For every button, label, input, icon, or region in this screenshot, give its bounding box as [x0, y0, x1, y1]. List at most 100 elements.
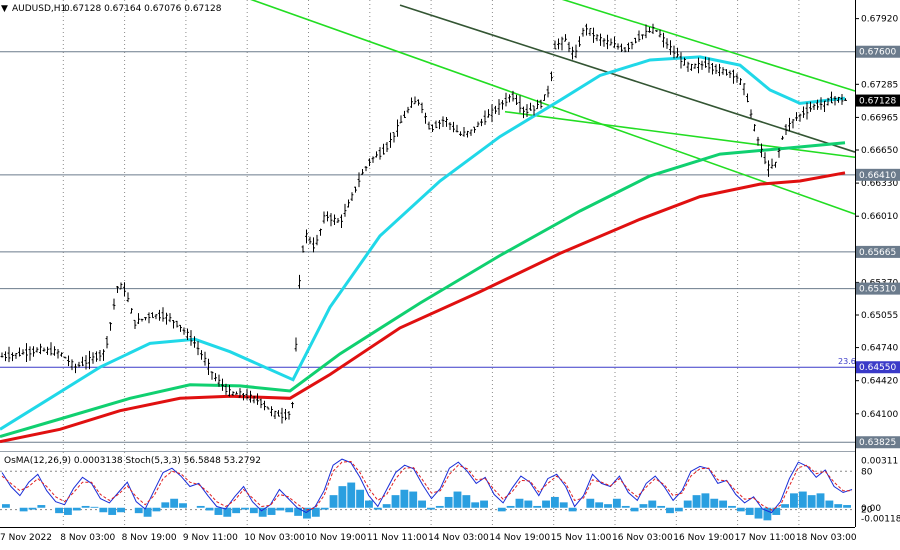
osma-histogram-bar — [373, 507, 382, 510]
price-tick-label: 0.65055 — [861, 311, 898, 321]
osma-histogram-bar — [294, 507, 303, 516]
osma-histogram-bar — [391, 495, 400, 508]
osma-histogram-bar — [736, 507, 745, 512]
osma-histogram-bar — [462, 495, 471, 508]
osma-histogram-bar — [134, 507, 143, 514]
osma-histogram-bar — [586, 498, 595, 508]
osma-histogram-bar — [161, 502, 170, 508]
collapse-arrow-icon[interactable]: ▼ — [1, 4, 8, 14]
price-level-label: 0.65310 — [859, 285, 896, 295]
moving-average-line — [0, 55, 846, 431]
oscillator-title: OsMA(12,26,9) 0.0003138 Stoch(5,3,3) 56.… — [4, 456, 261, 466]
osma-histogram-bar — [542, 500, 550, 508]
osma-histogram-bar — [63, 507, 72, 515]
osma-histogram-bar — [692, 495, 701, 508]
price-level-tag — [856, 45, 900, 58]
time-axis-label: 14 Nov 03:00 — [428, 533, 489, 543]
osma-histogram-bar — [719, 500, 728, 508]
osma-histogram-bar — [19, 507, 28, 512]
osma-histogram-bar — [524, 500, 533, 508]
oscillator-tick-label: 20 — [861, 506, 873, 516]
osma-histogram-bar — [825, 500, 834, 508]
osma-histogram-bar — [816, 493, 825, 508]
time-axis-label: 18 Nov 03:00 — [796, 533, 857, 543]
osma-histogram-bar — [834, 504, 843, 508]
oscillator-tick-label: 80 — [861, 467, 873, 477]
osma-histogram-bar — [674, 507, 683, 512]
trend-channel-line — [561, 0, 856, 92]
osma-histogram-bar — [205, 507, 214, 511]
moving-average-line — [0, 171, 846, 444]
osma-histogram-bar — [285, 507, 294, 513]
fib-level-label: 23.6 — [838, 357, 856, 366]
osma-histogram-bar — [356, 489, 365, 508]
osma-histogram-bar — [81, 505, 90, 508]
osma-histogram-bar — [595, 502, 604, 508]
osma-histogram-bar — [241, 507, 249, 510]
price-tick-label: 0.67920 — [861, 15, 898, 25]
price-tick-label: 0.66965 — [861, 113, 898, 123]
osma-histogram-bar — [444, 496, 453, 508]
osma-histogram-bar — [639, 504, 648, 508]
osma-histogram-bar — [303, 507, 311, 519]
trend-channel-line — [250, 0, 856, 215]
price-tick-label: 0.64740 — [861, 344, 898, 354]
osma-histogram-bar — [37, 505, 46, 508]
osma-histogram-bar — [843, 505, 851, 508]
osma-histogram-bar — [533, 505, 542, 508]
price-level-label: 0.66410 — [859, 171, 896, 181]
osma-histogram-bar — [143, 507, 152, 517]
osma-histogram-bar — [311, 507, 320, 517]
osma-histogram-bar — [772, 507, 781, 515]
current-price-label: 0.67128 — [859, 97, 896, 107]
price-level-tag — [856, 245, 900, 258]
osma-histogram-bar — [471, 502, 480, 508]
osma-histogram-bar — [258, 507, 267, 517]
osma-histogram-bar — [90, 506, 99, 508]
price-level-label: 0.65665 — [859, 248, 896, 258]
price-level-tag — [856, 361, 900, 374]
osma-histogram-bar — [648, 500, 657, 508]
osma-histogram-bar — [338, 486, 347, 508]
price-level-tag — [856, 168, 900, 181]
osma-histogram-bar — [409, 491, 418, 508]
time-axis-label: 10 Nov 03:00 — [244, 533, 305, 543]
symbol-label: AUDUSD,H1 — [12, 4, 66, 14]
time-axis-label: 8 Nov 19:00 — [122, 533, 177, 543]
osma-histogram-bar — [435, 505, 444, 508]
osma-histogram-bar — [232, 507, 241, 514]
osma-histogram-bar — [506, 505, 515, 508]
osma-histogram-bar — [72, 507, 81, 511]
time-axis-label: 7 Nov 2022 — [0, 533, 52, 543]
osma-histogram-bar — [559, 502, 568, 508]
osma-histogram-bar — [568, 507, 577, 512]
osma-histogram-bar — [196, 505, 205, 508]
time-axis-label: 10 Nov 19:00 — [306, 533, 367, 543]
osma-histogram-bar — [621, 505, 630, 508]
osma-histogram-bar — [28, 507, 37, 510]
osma-histogram-bar — [754, 507, 763, 519]
osma-histogram-bar — [781, 504, 790, 508]
price-level-tag — [856, 282, 900, 295]
ohlc-values: 0.67128 0.67164 0.67076 0.67128 — [64, 4, 222, 14]
osma-histogram-bar — [400, 489, 409, 508]
osma-histogram-bar — [790, 493, 798, 508]
osma-histogram-bar — [657, 505, 666, 508]
price-level-label: 0.67600 — [859, 48, 896, 58]
osma-histogram-bar — [745, 507, 754, 515]
price-tick-label: 0.66010 — [861, 212, 898, 222]
price-level-tag — [856, 436, 900, 449]
osma-histogram-bar — [320, 507, 329, 510]
osma-histogram-bar — [701, 493, 710, 508]
oscillator-tick-label: 0.00311 — [861, 456, 898, 466]
time-axis-label: 11 Nov 11:00 — [367, 533, 428, 543]
stoch-main-line — [1, 458, 853, 514]
price-level-label: 0.64550 — [859, 363, 896, 373]
oscillator-tick-label: -0.00118 — [861, 515, 900, 525]
oscillator-tick-label: 0.00 — [861, 504, 881, 514]
time-axis-label: 14 Nov 19:00 — [489, 533, 550, 543]
osma-histogram-bar — [214, 507, 223, 515]
osma-histogram-bar — [453, 491, 462, 508]
price-tick-label: 0.64100 — [861, 410, 898, 420]
